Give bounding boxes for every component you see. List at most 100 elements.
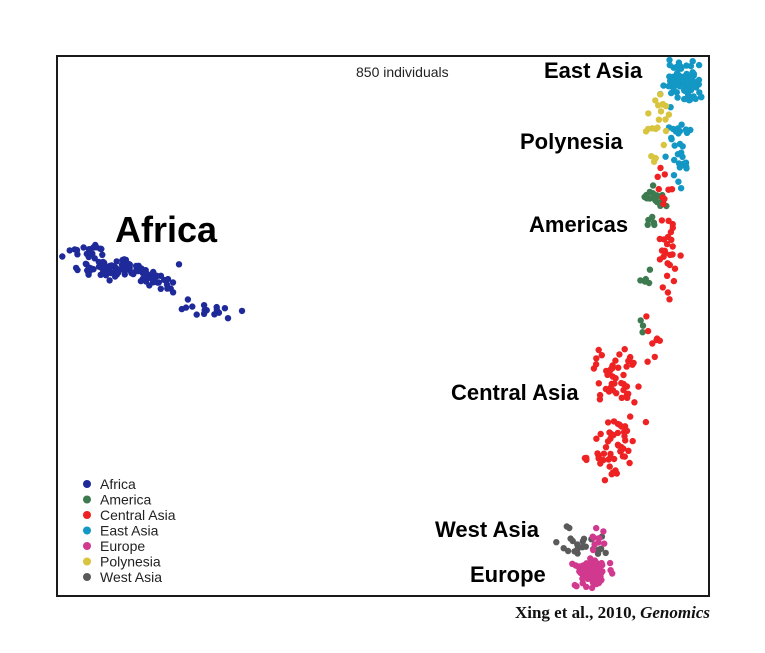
point-polynesia bbox=[648, 153, 655, 160]
point-central-asia bbox=[610, 455, 618, 463]
point-central-asia bbox=[611, 380, 618, 387]
point-east-asia bbox=[674, 69, 681, 77]
legend-label-africa: Africa bbox=[100, 476, 136, 492]
point-central-asia bbox=[625, 357, 632, 365]
point-central-asia bbox=[660, 200, 667, 208]
point-central-asia bbox=[666, 296, 673, 303]
point-central-asia bbox=[610, 418, 618, 425]
point-europe bbox=[591, 557, 599, 564]
point-europe bbox=[596, 565, 603, 572]
point-west-asia bbox=[597, 545, 605, 552]
region-label-west-asia: West Asia bbox=[435, 517, 540, 542]
point-europe bbox=[591, 541, 598, 548]
point-polynesia bbox=[657, 91, 664, 98]
point-central-asia bbox=[583, 456, 590, 464]
point-west-asia bbox=[569, 537, 576, 545]
point-central-asia bbox=[594, 450, 601, 457]
point-africa bbox=[110, 263, 118, 270]
point-europe bbox=[598, 576, 605, 584]
point-central-asia bbox=[667, 228, 675, 236]
point-east-asia bbox=[678, 121, 685, 128]
point-east-asia bbox=[671, 142, 678, 149]
legend-label-west-asia: West Asia bbox=[100, 569, 162, 585]
point-west-asia bbox=[574, 550, 581, 557]
point-central-asia bbox=[615, 364, 622, 371]
region-label-americas: Americas bbox=[529, 212, 628, 237]
point-west-asia bbox=[602, 549, 609, 557]
point-europe bbox=[576, 563, 583, 570]
point-europe bbox=[600, 528, 607, 535]
point-central-asia bbox=[608, 471, 615, 478]
point-europe bbox=[588, 565, 596, 572]
point-africa bbox=[126, 264, 133, 271]
point-america bbox=[646, 266, 654, 273]
point-central-asia bbox=[595, 346, 602, 354]
citation: Xing et al., 2010, Genomics bbox=[515, 603, 710, 623]
point-west-asia bbox=[574, 541, 581, 548]
point-central-asia bbox=[655, 185, 662, 193]
point-polynesia bbox=[657, 108, 665, 115]
point-africa bbox=[99, 251, 106, 258]
point-east-asia bbox=[692, 95, 699, 103]
point-central-asia bbox=[609, 365, 616, 372]
point-central-asia bbox=[643, 313, 650, 320]
point-america bbox=[649, 182, 657, 189]
point-east-asia bbox=[674, 80, 681, 88]
point-polynesia bbox=[660, 141, 667, 149]
point-east-asia bbox=[683, 127, 690, 135]
point-central-asia bbox=[593, 435, 600, 442]
point-central-asia bbox=[614, 429, 622, 437]
chart-subtitle: 850 individuals bbox=[356, 64, 449, 80]
point-central-asia bbox=[595, 455, 602, 462]
point-africa bbox=[98, 260, 105, 267]
point-africa bbox=[164, 275, 172, 283]
point-central-asia bbox=[618, 394, 625, 401]
point-west-asia bbox=[564, 547, 572, 555]
point-africa bbox=[111, 273, 119, 280]
point-east-asia bbox=[674, 151, 682, 158]
points-layer bbox=[59, 56, 705, 592]
point-central-asia bbox=[629, 437, 636, 445]
point-central-asia bbox=[604, 419, 612, 426]
point-africa bbox=[85, 253, 92, 261]
point-polynesia bbox=[642, 128, 650, 135]
point-africa bbox=[105, 267, 113, 274]
point-central-asia bbox=[669, 243, 676, 250]
point-central-asia bbox=[627, 413, 634, 420]
point-central-asia bbox=[661, 171, 668, 178]
point-polynesia bbox=[665, 111, 673, 118]
point-europe bbox=[601, 540, 608, 547]
region-label-east-asia: East Asia bbox=[544, 58, 643, 83]
point-africa bbox=[120, 256, 128, 263]
point-east-asia bbox=[683, 62, 690, 69]
region-label-europe: Europe bbox=[470, 562, 546, 587]
point-africa bbox=[178, 305, 185, 313]
point-east-asia bbox=[675, 178, 682, 185]
point-africa bbox=[200, 302, 208, 309]
point-europe bbox=[588, 584, 596, 592]
point-east-asia bbox=[666, 61, 673, 69]
point-africa bbox=[221, 305, 229, 312]
point-central-asia bbox=[600, 450, 608, 457]
point-east-asia bbox=[689, 58, 696, 65]
point-polynesia bbox=[655, 116, 663, 123]
point-central-asia bbox=[644, 327, 652, 335]
point-europe bbox=[609, 570, 616, 577]
point-polynesia bbox=[662, 127, 670, 135]
point-east-asia bbox=[662, 153, 669, 160]
point-central-asia bbox=[596, 391, 604, 399]
point-central-asia bbox=[660, 253, 667, 260]
point-america bbox=[643, 191, 650, 199]
point-central-asia bbox=[620, 445, 627, 452]
point-central-asia bbox=[625, 447, 632, 454]
point-east-asia bbox=[660, 82, 667, 89]
legend-marker-east-asia bbox=[83, 526, 91, 535]
point-east-asia bbox=[679, 143, 686, 150]
point-central-asia bbox=[665, 217, 672, 224]
point-central-asia bbox=[612, 357, 619, 364]
point-europe bbox=[586, 571, 594, 579]
plot-frame bbox=[56, 55, 710, 597]
point-africa bbox=[74, 251, 81, 258]
point-europe bbox=[606, 559, 614, 567]
